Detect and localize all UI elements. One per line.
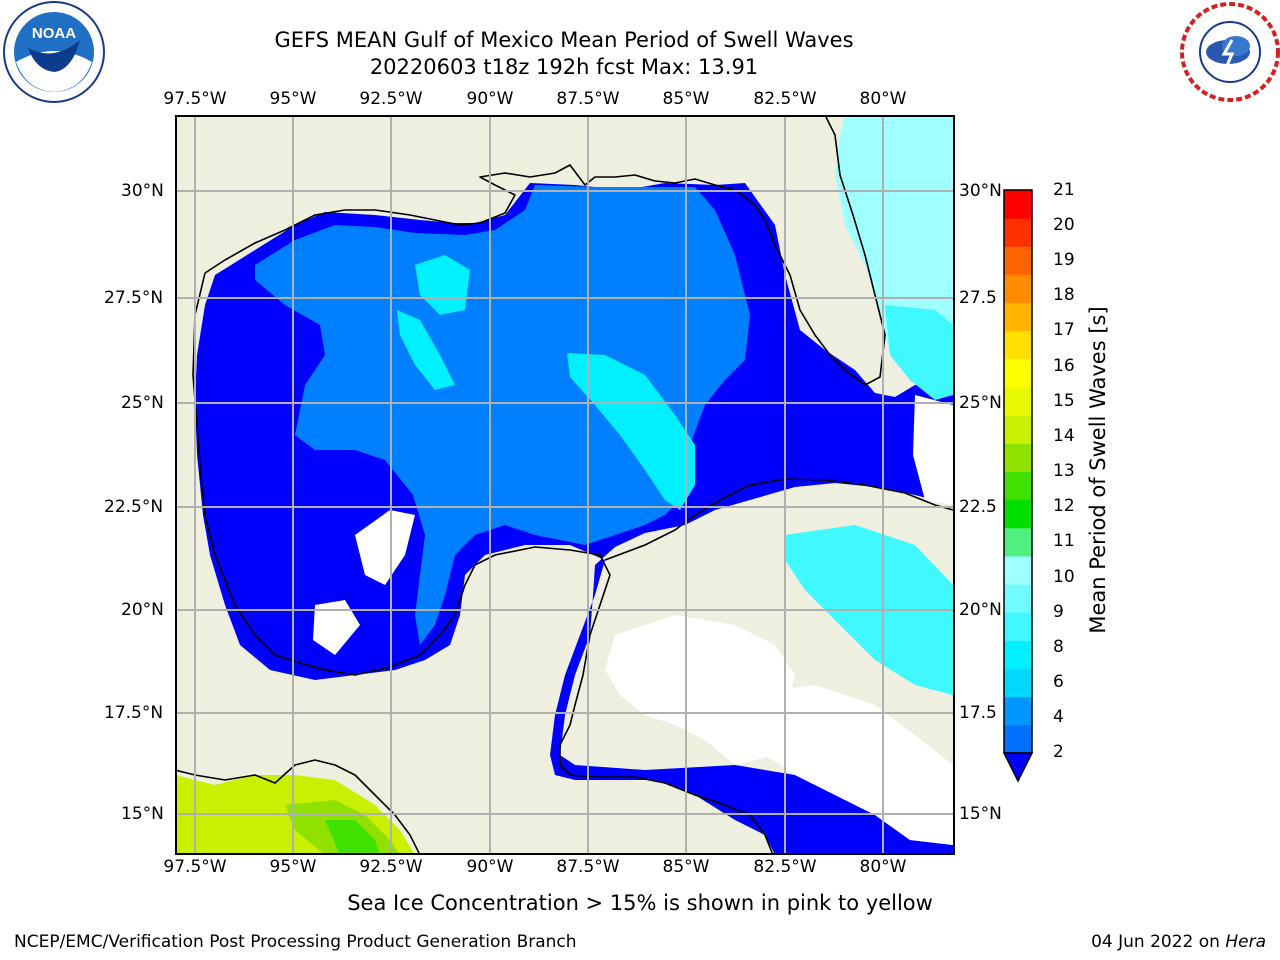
colorbar-segment [1004,330,1032,360]
colorbar-segment [1004,527,1032,557]
lat-tick-right: 27.5 [959,288,997,308]
colorbar-segment [1004,246,1032,275]
colorbar-segment [1004,190,1032,219]
colorbar-segment [1004,612,1032,641]
colorbar-tick-label: 4 [1053,707,1064,727]
colorbar-segment [1004,415,1032,444]
colorbar-segment [1004,640,1032,670]
lon-tick-top: 90°W [466,89,514,109]
colorbar-tick-label: 11 [1053,531,1075,551]
colorbar-segment [1004,387,1032,416]
lon-tick-top: 87.5°W [556,89,620,109]
no-data-area [735,685,953,845]
lat-tick-right: 30°N [959,181,1002,201]
colorbar-tick-label: 21 [1053,180,1075,200]
sea-ice-note: Sea Ice Concentration > 15% is shown in … [347,891,933,915]
footer-credit: NCEP/EMC/Verification Post Processing Pr… [14,932,577,952]
colorbar-segment [1004,302,1032,332]
colorbar-segment [1004,724,1032,754]
lon-tick-bottom: 85°W [662,857,710,877]
colorbar-label: Mean Period of Swell Waves [s] [1086,306,1110,634]
colorbar-tick-label: 6 [1053,672,1064,692]
colorbar-segment [1004,274,1032,304]
colorbar [1002,189,1034,783]
footer-host: Hera [1225,932,1266,952]
footer-date-text: 04 Jun 2022 on [1091,932,1220,952]
colorbar-tick-label: 9 [1053,602,1064,622]
noaa-logo: NOAA [3,1,105,103]
colorbar-segment [1004,358,1032,388]
colorbar-segment [1004,443,1032,472]
lon-tick-top: 80°W [859,89,907,109]
colorbar-tick-label: 19 [1053,250,1075,270]
colorbar-segment [1004,555,1032,585]
lat-tick-right: 15°N [959,804,1002,824]
map-subtitle: 20220603 t18z 192h fcst Max: 13.91 [369,55,759,79]
lat-tick-left: 30°N [121,181,164,201]
lat-tick-left: 15°N [121,804,164,824]
nws-logo [1180,2,1280,102]
colorbar-segment [1004,668,1032,698]
colorbar-tick-label: 18 [1053,285,1075,305]
pacific-swell-field [325,820,380,855]
gridlines [175,115,955,855]
colorbar-tick-label: 10 [1053,567,1075,587]
no-data-area [605,615,795,765]
lon-tick-top: 97.5°W [163,89,227,109]
lon-tick-bottom: 80°W [859,857,907,877]
colorbar-tick-label: 8 [1053,637,1064,657]
lon-tick-top: 82.5°W [753,89,817,109]
lon-tick-bottom: 95°W [269,857,317,877]
coastline [175,115,954,855]
colorbar-tick-label: 15 [1053,391,1075,411]
swell-field-4s [255,185,750,645]
lon-tick-bottom: 90°W [466,857,514,877]
lon-tick-top: 85°W [662,89,710,109]
lat-tick-right: 25°N [959,393,1002,413]
colorbar-frame [1003,189,1033,754]
swell-field-6s [567,353,695,510]
lat-tick-right: 22.5 [959,497,997,517]
map-title: GEFS MEAN Gulf of Mexico Mean Period of … [274,28,854,52]
no-data-area [913,395,953,505]
colorbar-tick-label: 12 [1053,496,1075,516]
no-data-area [355,510,415,585]
colorbar-segment [1004,218,1032,247]
colorbar-tick-label: 14 [1053,426,1075,446]
colorbar-segment [1004,584,1032,613]
colorbar-tick-label: 20 [1053,215,1075,235]
lon-tick-bottom: 97.5°W [163,857,227,877]
lon-tick-top: 92.5°W [359,89,423,109]
swell-field-6s [397,310,455,390]
colorbar-tick-label: 17 [1053,320,1075,340]
map-frame [175,115,955,855]
lat-tick-right: 20°N [959,600,1002,620]
swell-field-6s [885,305,953,400]
colorbar-extend-arrow [1002,752,1034,783]
lat-tick-right: 17.5 [959,703,997,723]
colorbar-tick-label: 2 [1053,742,1064,762]
lon-tick-bottom: 82.5°W [753,857,817,877]
lon-tick-bottom: 87.5°W [556,857,620,877]
swell-field-6s [415,255,470,315]
lat-tick-left: 17.5°N [104,703,164,723]
lat-tick-left: 22.5°N [104,497,164,517]
map-area [175,115,955,855]
lon-tick-bottom: 92.5°W [359,857,423,877]
colorbar-tick-label: 16 [1053,356,1075,376]
lat-tick-left: 25°N [121,393,164,413]
lat-tick-left: 27.5°N [104,288,164,308]
colorbar-segment [1004,696,1032,726]
colorbar-segment [1004,471,1032,501]
colorbar-segment [1004,499,1032,529]
no-data-area [313,600,360,655]
footer-date: 04 Jun 2022 on Hera [1091,932,1266,952]
svg-text:NOAA: NOAA [32,25,76,42]
colorbar-tick-label: 13 [1053,461,1075,481]
lon-tick-top: 95°W [269,89,317,109]
lat-tick-left: 20°N [121,600,164,620]
